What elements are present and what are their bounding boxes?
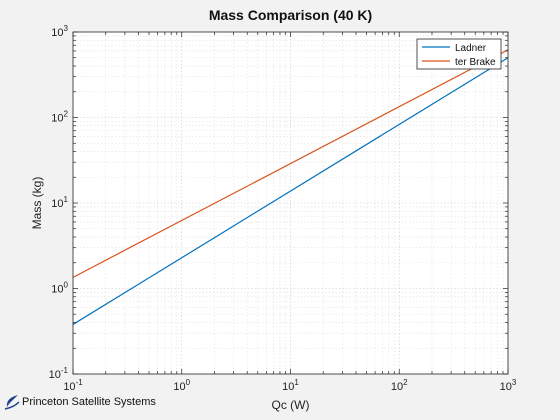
legend-box (416, 38, 502, 70)
y-tick-label: 10-1 (49, 366, 69, 381)
series-layer (72, 49, 509, 325)
pss-logo-swoosh-icon (4, 395, 20, 410)
series-line-ladner (72, 57, 509, 325)
x-axis-label: Qc (W) (272, 398, 310, 412)
y-tick-label: 102 (51, 110, 68, 125)
legend-label-ladner: Ladner (455, 43, 487, 54)
x-tick-label: 100 (173, 378, 190, 393)
tick-layer: 10-1 100 101 102 103 10-1 100 101 102 103 (49, 24, 517, 393)
grid-layer (72, 31, 509, 375)
x-tick-label: 101 (282, 378, 299, 393)
watermark-text: Princeton Satellite Systems (22, 396, 156, 408)
y-axis-label: Mass (kg) (30, 177, 44, 230)
y-tick-label: 100 (51, 281, 68, 296)
legend[interactable]: Ladner ter Brake (416, 38, 502, 70)
watermark: Princeton Satellite Systems (4, 393, 156, 411)
x-tick-label: 102 (391, 378, 408, 393)
series-line-ter-brake (72, 49, 509, 278)
x-tick-label: 103 (500, 378, 517, 393)
chart-title: Mass Comparison (40 K) (209, 7, 372, 23)
y-tick-label: 101 (51, 195, 68, 210)
x-tick-label: 10-1 (63, 378, 83, 393)
y-tick-label: 103 (51, 24, 68, 39)
legend-label-ter-brake: ter Brake (455, 57, 496, 68)
